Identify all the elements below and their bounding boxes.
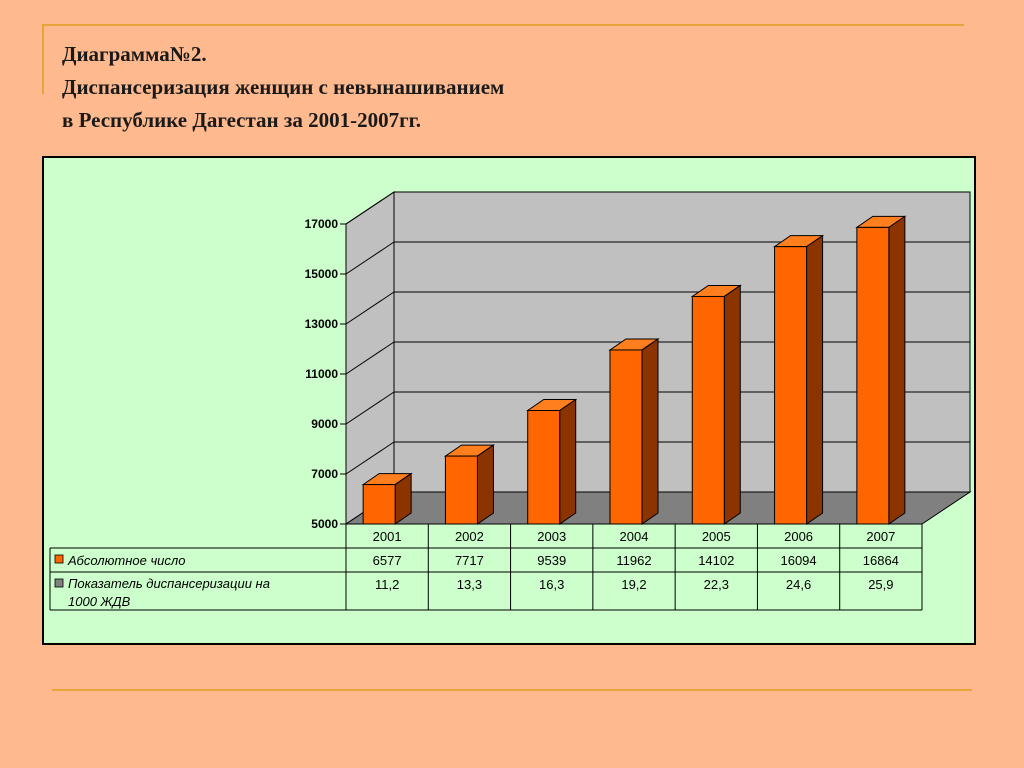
legend-label: 1000 ЖДВ bbox=[68, 594, 131, 609]
y-tick-label: 11000 bbox=[305, 367, 338, 381]
bar-side bbox=[641, 337, 659, 525]
table-cell-value: 25,9 bbox=[868, 577, 893, 592]
bar bbox=[362, 484, 396, 525]
legend-label: Абсолютное число bbox=[67, 553, 185, 568]
bar bbox=[444, 455, 478, 525]
table-cell-value: 11962 bbox=[616, 553, 651, 568]
y-tick-label: 13000 bbox=[305, 317, 339, 331]
table-cell-value: 6577 bbox=[373, 553, 402, 568]
bar-side bbox=[476, 444, 494, 525]
legend-swatch bbox=[54, 578, 64, 588]
title-line-1: Диаграмма№2. bbox=[62, 42, 207, 66]
y-tick-label: 17000 bbox=[305, 217, 339, 231]
gridline-side bbox=[345, 191, 395, 225]
bar bbox=[609, 349, 643, 525]
y-tick-label: 5000 bbox=[311, 517, 338, 531]
table-cell-value: 24,6 bbox=[786, 577, 811, 592]
bar bbox=[856, 226, 890, 525]
table-cell-value: 11,2 bbox=[375, 577, 399, 592]
category-label: 2006 bbox=[784, 529, 813, 544]
table-cell-value: 16864 bbox=[863, 553, 899, 568]
bar-side bbox=[559, 398, 577, 525]
bar-side bbox=[888, 215, 906, 525]
category-label: 2002 bbox=[455, 529, 484, 544]
top-rule bbox=[42, 24, 964, 26]
gridline-side bbox=[345, 341, 395, 375]
category-label: 2007 bbox=[866, 529, 895, 544]
bar bbox=[527, 410, 561, 525]
y-tick-label: 9000 bbox=[311, 417, 338, 431]
gridline-side bbox=[345, 291, 395, 325]
bar-side bbox=[723, 284, 741, 525]
gridline-side bbox=[345, 241, 395, 275]
gridline-side bbox=[345, 441, 395, 475]
legend-swatch bbox=[54, 554, 64, 564]
table-cell-value: 7717 bbox=[455, 553, 484, 568]
bar-side bbox=[806, 234, 824, 525]
table-cell-value: 19,2 bbox=[621, 577, 646, 592]
table-cell-value: 16,3 bbox=[539, 577, 564, 592]
category-label: 2003 bbox=[537, 529, 566, 544]
category-label: 2005 bbox=[702, 529, 731, 544]
table-cell-value: 16094 bbox=[780, 553, 816, 568]
y-tick-label: 7000 bbox=[311, 467, 338, 481]
bottom-rule bbox=[52, 689, 972, 691]
legend-label: Показатель диспансеризации на bbox=[68, 576, 270, 591]
gridline-side bbox=[345, 391, 395, 425]
y-tick-label: 15000 bbox=[305, 267, 339, 281]
title-line-3: в Республике Дагестан за 2001-2007гг. bbox=[62, 108, 422, 132]
title-line-2: Диспансеризация женщин с невынашиванием bbox=[62, 75, 505, 99]
left-rule bbox=[42, 24, 44, 94]
category-label: 2004 bbox=[620, 529, 649, 544]
category-label: 2001 bbox=[373, 529, 402, 544]
chart-panel: 5000 7000 9000 11000 13000 15000 17000 2001 2002… bbox=[42, 156, 976, 645]
slide-title: Диаграмма№2. Диспансеризация женщин с не… bbox=[62, 38, 504, 137]
table-cell-value: 9539 bbox=[537, 553, 566, 568]
bar-chart-3d: 5000 7000 9000 11000 13000 15000 17000 2001 2002… bbox=[49, 191, 972, 611]
table-cell-value: 14102 bbox=[698, 553, 734, 568]
bar bbox=[774, 246, 808, 525]
bar bbox=[691, 295, 725, 525]
table-cell-value: 22,3 bbox=[704, 577, 729, 592]
table-cell-value: 13,3 bbox=[457, 577, 482, 592]
